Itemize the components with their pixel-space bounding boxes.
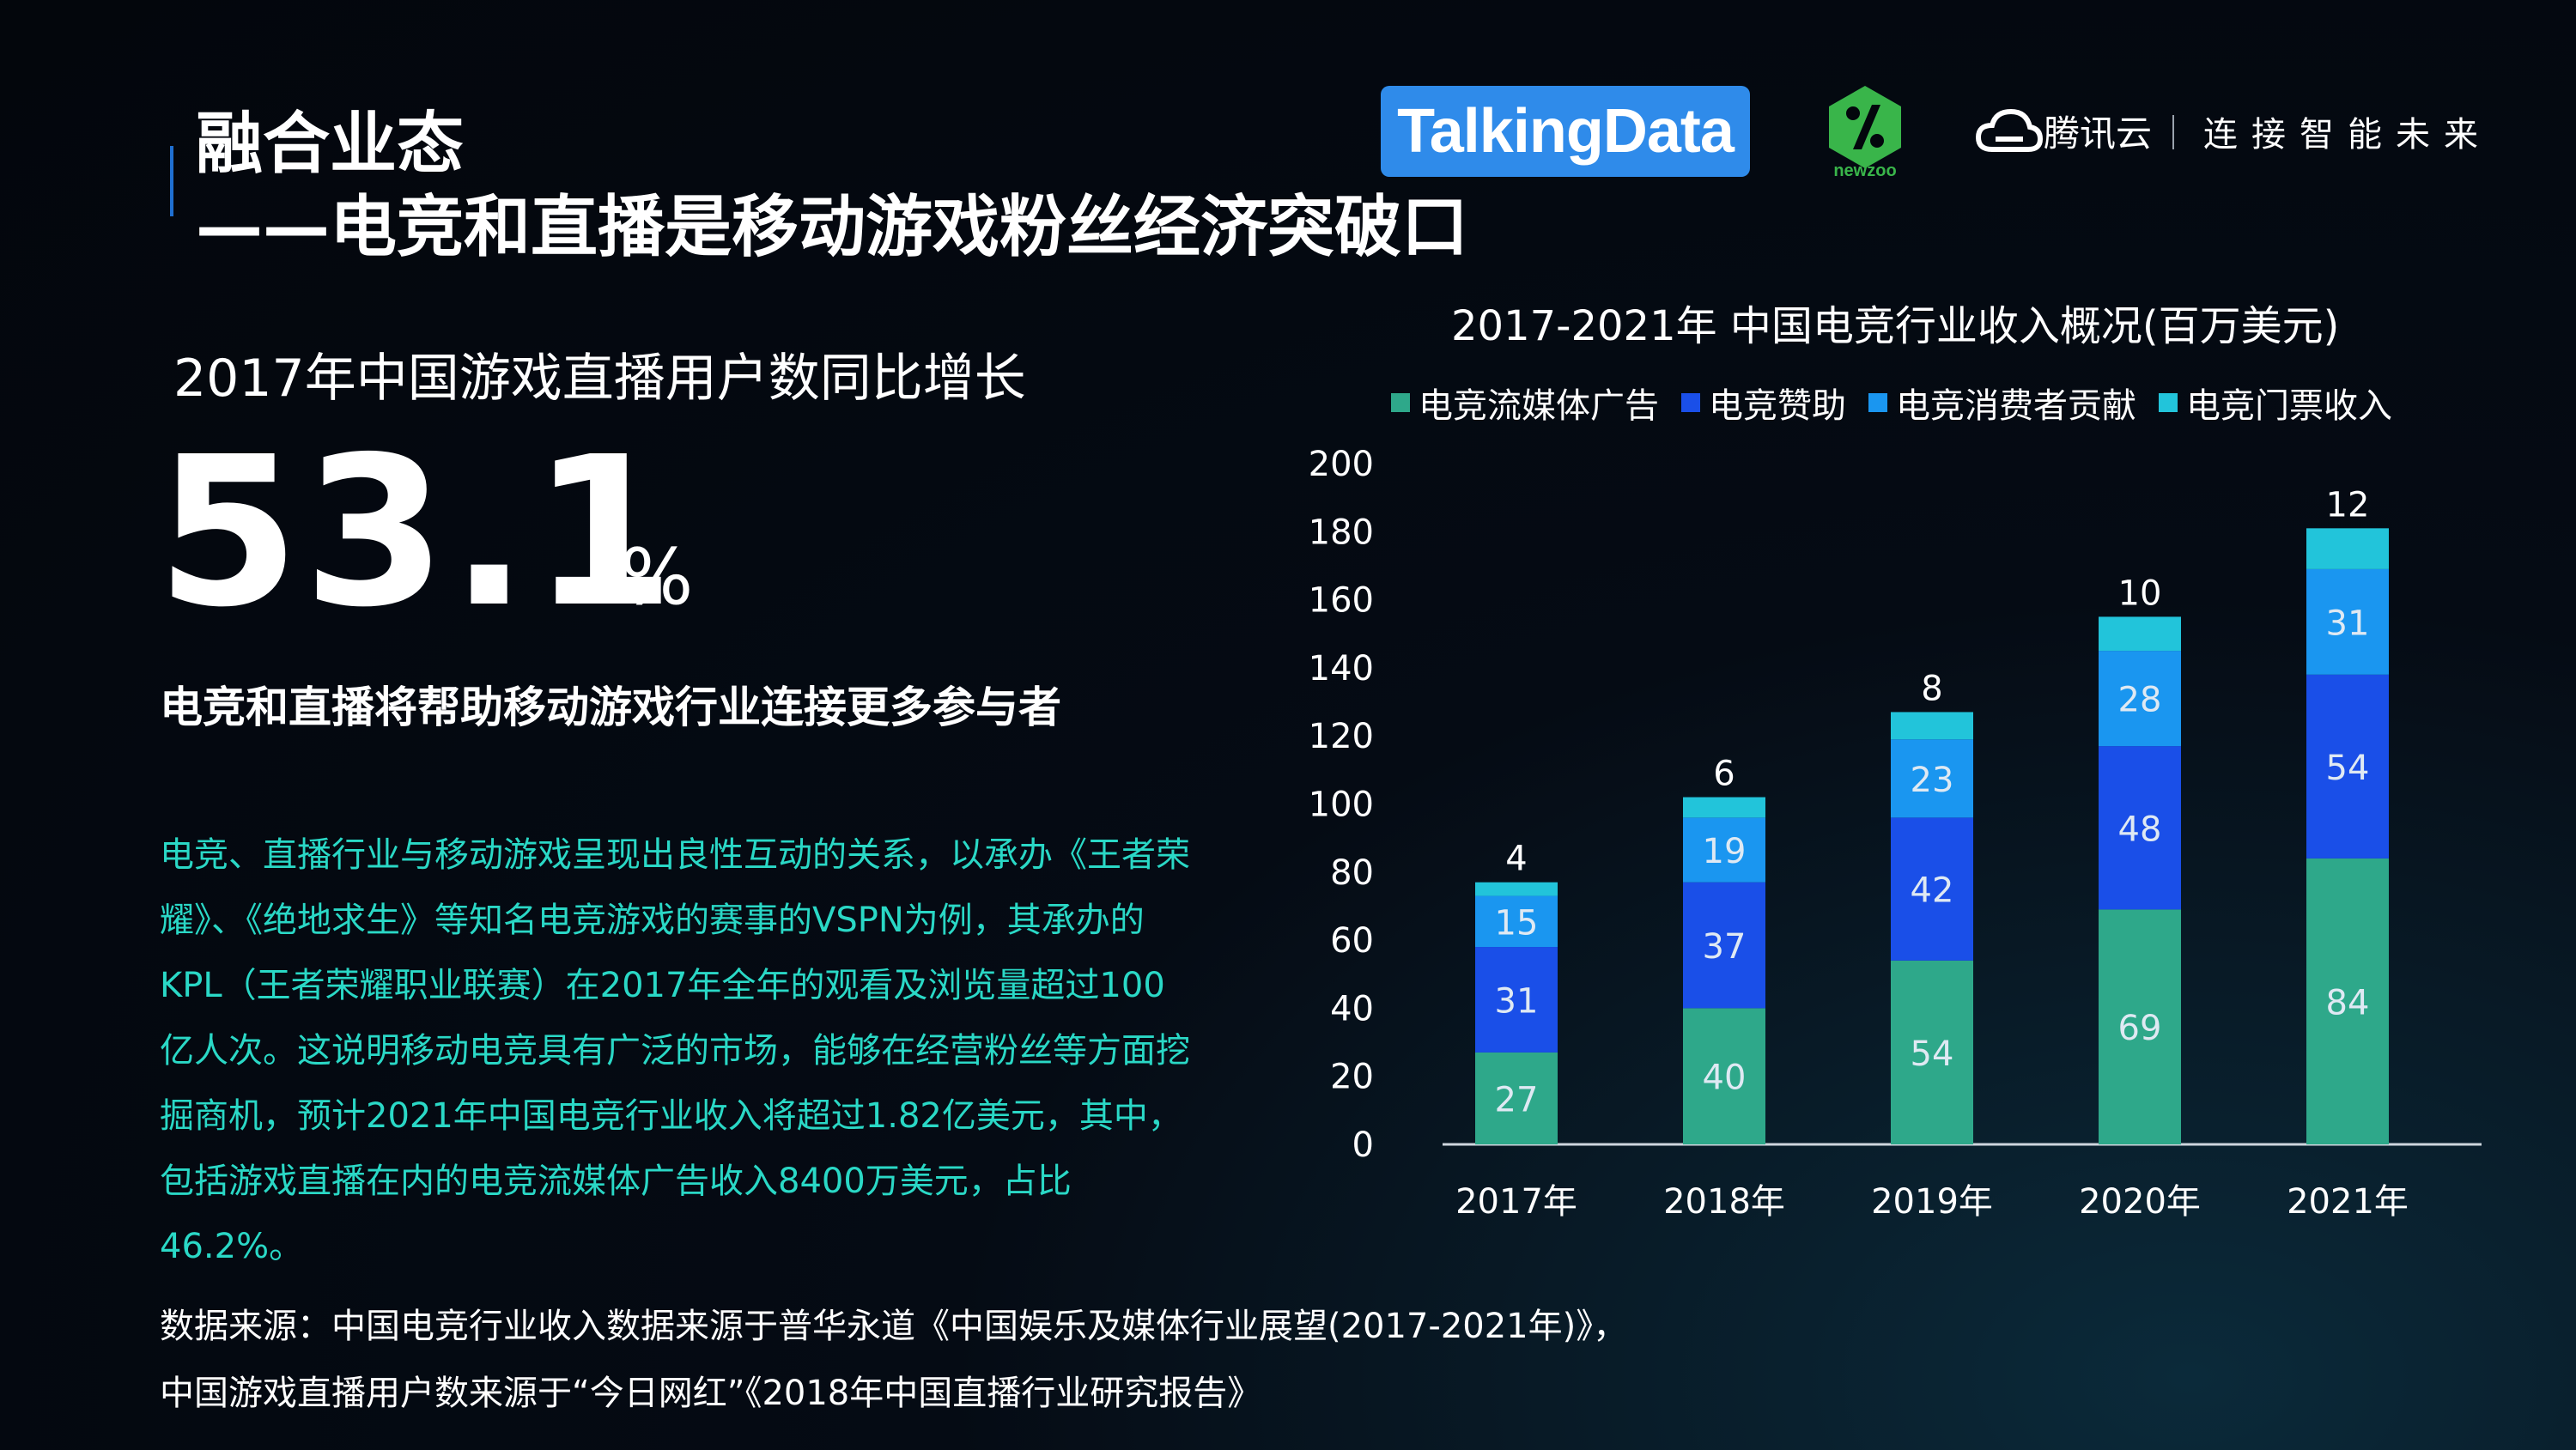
chart-title: 2017-2021年 中国电竞行业收入概况(百万美元)	[1451, 302, 2340, 350]
data-label: 19	[1703, 832, 1747, 871]
kpi-label: 2017年中国游戏直播用户数同比增长	[173, 349, 1026, 409]
legend-item-streaming-ads: 电竞流媒体广告	[1391, 378, 1659, 428]
page-title: 融合业态	[196, 106, 465, 183]
tencent-cloud-icon	[1975, 108, 2044, 152]
body-paragraph: 电竞、直播行业与移动游戏呈现出良性互动的关系，以承办《王者荣耀》、《绝地求生》等…	[160, 835, 1190, 1266]
data-label: 40	[1703, 1059, 1747, 1098]
kpi-unit: %	[620, 532, 694, 622]
bar-segment	[2306, 674, 2389, 858]
section-subhead: 电竞和直播将帮助移动游戏行业连接更多参与者	[160, 683, 1061, 732]
bar-segment	[2306, 568, 2389, 675]
source-note-line-2: 中国游戏直播用户数来源于“今日网红”《2018年中国直播行业研究报告》	[160, 1374, 1262, 1413]
bar-segment	[1683, 797, 1765, 818]
data-label: 37	[1703, 927, 1747, 967]
kpi-value: 53.1	[156, 412, 679, 652]
page-subtitle: ——电竞和直播是移动游戏粉丝经济突破口	[196, 189, 1469, 266]
bar-segment	[2099, 616, 2181, 652]
x-tick-label: 2021年	[2287, 1182, 2409, 1222]
legend-item-tickets: 电竞门票收入	[2159, 378, 2392, 428]
talkingdata-logo: TalkingData	[1381, 86, 1750, 177]
data-label: 12	[2326, 485, 2370, 525]
x-tick-label: 2017年	[1455, 1182, 1577, 1222]
y-tick-label: 100	[1309, 786, 1374, 825]
y-tick-label: 140	[1309, 649, 1374, 689]
y-tick-label: 0	[1352, 1125, 1374, 1165]
y-tick-label: 180	[1309, 513, 1374, 552]
legend-swatch	[2159, 393, 2178, 412]
legend-label: 电竞消费者贡献	[1896, 386, 2136, 426]
bar-segment	[1891, 817, 1973, 961]
bar-segment	[1683, 1008, 1765, 1144]
y-tick-label: 20	[1330, 1058, 1374, 1097]
legend-swatch	[1681, 393, 1700, 412]
data-label: 6	[1713, 755, 1735, 794]
stacked-bar-chart: 0 20 40 60 80 100 120 140 160 180 200 27 31 15 4 2017年 4…	[1309, 445, 2482, 1222]
data-label: 31	[2326, 604, 2370, 643]
bar-segment	[2099, 909, 2181, 1144]
y-tick-label: 160	[1309, 581, 1374, 621]
legend-swatch	[1868, 393, 1887, 412]
newzoo-logo-text: newzoo	[1833, 161, 1897, 180]
bar-segment	[2099, 651, 2181, 747]
data-label: 84	[2326, 983, 2370, 1022]
data-label: 23	[1911, 761, 1954, 800]
legend-label: 电竞流媒体广告	[1419, 386, 1659, 426]
data-label: 31	[1495, 981, 1539, 1021]
bar-segment	[1891, 960, 1973, 1144]
data-label: 15	[1495, 903, 1539, 943]
y-tick-label: 60	[1330, 921, 1374, 961]
data-label: 54	[2326, 749, 2370, 788]
data-label: 42	[1911, 871, 1954, 911]
title-accent-bar	[170, 146, 173, 216]
x-tick-label: 2020年	[2079, 1182, 2201, 1222]
bar-segment	[1891, 712, 1973, 740]
data-label: 8	[1921, 669, 1942, 708]
legend-label: 电竞门票收入	[2186, 386, 2392, 426]
bar-segment	[1683, 817, 1765, 883]
data-label: 48	[2118, 810, 2162, 849]
data-label: 27	[1495, 1080, 1539, 1119]
legend-item-consumer: 电竞消费者贡献	[1868, 378, 2136, 428]
data-label: 54	[1911, 1034, 1954, 1074]
bar-segment	[1891, 739, 1973, 818]
y-tick-label: 40	[1330, 989, 1374, 1028]
bar-segment	[1475, 895, 1558, 948]
legend-item-sponsorship: 电竞赞助	[1681, 378, 1846, 428]
legend-label: 电竞赞助	[1709, 386, 1846, 426]
tencent-cloud-text: 腾讯云	[2044, 112, 2153, 155]
bar-segment	[1475, 882, 1558, 896]
legend-swatch	[1391, 393, 1410, 412]
logo-divider	[2172, 115, 2174, 149]
bar-segment	[1475, 947, 1558, 1053]
data-label: 69	[2118, 1009, 2162, 1048]
bar-segment	[2306, 858, 2389, 1144]
slogan: 连接智能未来	[2203, 115, 2492, 155]
y-tick-label: 80	[1330, 853, 1374, 893]
bar-segment	[2099, 746, 2181, 910]
bar-segment	[1475, 1052, 1558, 1144]
source-note-line-1: 数据来源：中国电竞行业收入数据来源于普华永道《中国娱乐及媒体行业展望(2017-…	[160, 1307, 1628, 1346]
y-tick-label: 120	[1309, 717, 1374, 756]
newzoo-logo-icon	[1829, 86, 1901, 168]
data-label: 4	[1505, 840, 1527, 879]
y-tick-label: 200	[1309, 445, 1374, 484]
x-tick-label: 2019年	[1871, 1182, 1993, 1222]
bar-segment	[2306, 528, 2389, 569]
data-label: 10	[2118, 573, 2162, 613]
x-tick-label: 2018年	[1663, 1182, 1785, 1222]
data-label: 28	[2118, 681, 2162, 720]
chart-legend: 电竞流媒体广告 电竞赞助 电竞消费者贡献 电竞门票收入	[1391, 378, 2392, 428]
bar-segment	[1683, 882, 1765, 1009]
